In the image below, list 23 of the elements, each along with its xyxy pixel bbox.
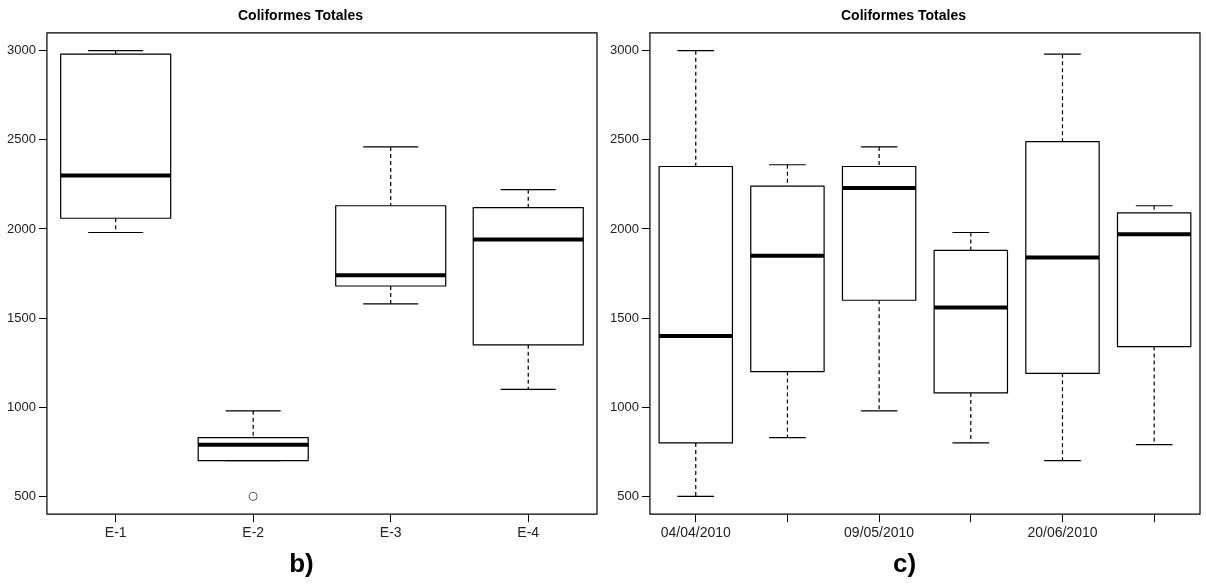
y-tick-label: 3000 bbox=[7, 42, 36, 58]
y-tick-label: 2500 bbox=[610, 131, 639, 147]
y-tick-label: 2000 bbox=[7, 220, 36, 236]
y-tick-label: 1000 bbox=[7, 398, 36, 414]
y-tick-label: 1500 bbox=[610, 309, 639, 325]
x-tick-label: 20/06/2010 bbox=[1027, 524, 1098, 541]
y-tick-label: 2500 bbox=[7, 131, 36, 147]
y-tick-label: 1000 bbox=[610, 398, 639, 414]
x-tick-label: 04/04/2010 bbox=[660, 524, 731, 541]
x-tick-label: E-2 bbox=[242, 524, 265, 541]
x-tick-label: E-3 bbox=[379, 524, 402, 541]
y-tick-label: 2000 bbox=[610, 220, 639, 236]
chart-title: Coliformes Totales bbox=[238, 7, 364, 24]
y-tick-label: 3000 bbox=[610, 42, 639, 58]
y-tick-label: 500 bbox=[14, 487, 36, 503]
x-tick-label: 09/05/2010 bbox=[844, 524, 915, 541]
chart-title: Coliformes Totales bbox=[841, 7, 967, 24]
text: b) bbox=[288, 547, 315, 580]
x-tick-label: E-4 bbox=[517, 524, 540, 541]
x-tick-label: E-1 bbox=[104, 524, 127, 541]
y-tick-label: 500 bbox=[617, 487, 639, 503]
y-tick-label: 1500 bbox=[7, 309, 36, 325]
text: c) bbox=[891, 547, 918, 580]
